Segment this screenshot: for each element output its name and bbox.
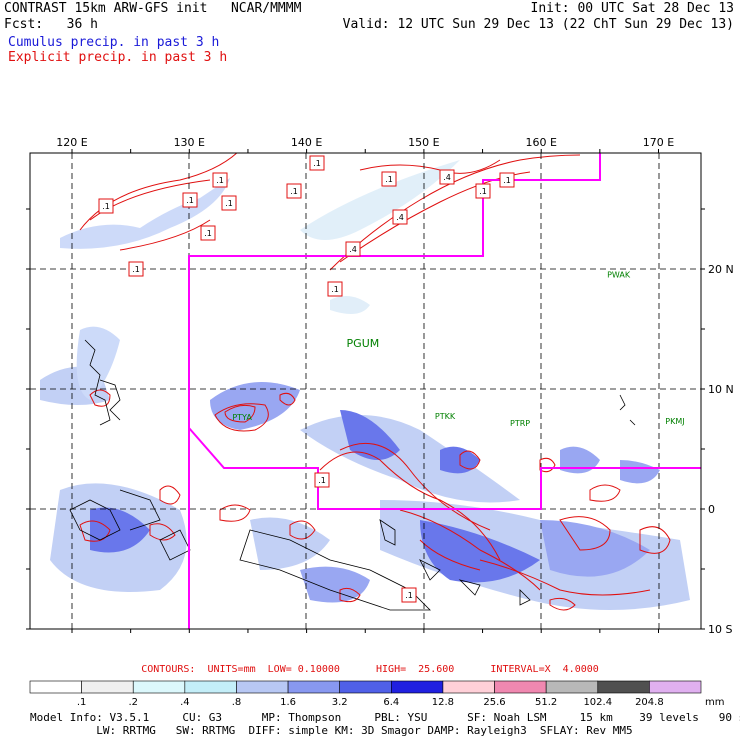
svg-text:.1: .1: [479, 187, 487, 196]
precip-colorbar: .1 .2 .4 .8 1.6 3.2 6.4 12.8 25.6 51.2 102.4 204.8 m…: [29, 680, 724, 708]
colorbar-tick-label: .2: [128, 697, 138, 708]
contours-info: CONTOURS: UNITS=mm LOW= 0.10000 HIGH= 25…: [141, 664, 599, 675]
model-info-line1: Model Info: V3.5.1 CU: G3 MP: Thompson P…: [30, 711, 740, 724]
station-pwak: PWAK: [607, 270, 631, 279]
lon-label: 170 E: [643, 136, 674, 149]
contour-label: .4: [439, 169, 455, 185]
contour-value-labels: .1 .1 .1 .1 .1 .1 .1 .1 .1 .1 .4 .4 .4 .1 .1 .1 .1: [98, 155, 515, 603]
colorbar-tick-label: .1: [77, 697, 87, 708]
station-labels: PWAK PGUM PTYA PTKK PTRP PKMJ: [232, 270, 684, 428]
contour-label: .1: [200, 225, 216, 241]
colorbar-tick-label: 12.8: [432, 697, 454, 708]
init-time: Init: 00 UTC Sat 28 Dec 13: [530, 1, 735, 16]
flight-region-boundary: [188, 153, 701, 629]
svg-text:.1: .1: [102, 202, 110, 211]
svg-text:.4: .4: [349, 245, 357, 254]
legend-explicit: Explicit precip. in past 3 h: [8, 50, 228, 65]
svg-text:.1: .1: [331, 285, 339, 294]
contour-label: .1: [309, 155, 325, 171]
longitude-labels: 120 E 130 E 140 E 150 E 160 E 170 E: [56, 136, 674, 149]
colorbar-swatch: [132, 680, 186, 694]
contour-label: .1: [221, 195, 237, 211]
contour-label: .1: [314, 472, 330, 488]
svg-text:.1: .1: [405, 591, 413, 600]
colorbar-swatch: [494, 680, 547, 694]
forecast-hour: Fcst: 36 h: [4, 17, 98, 32]
colorbar-tick-label: .8: [232, 697, 242, 708]
colorbar-swatch: [442, 680, 495, 694]
colorbar-tick-label: .4: [180, 697, 190, 708]
colorbar-swatch: [545, 680, 599, 694]
lon-label: 150 E: [408, 136, 439, 149]
contour-label: .1: [182, 192, 198, 208]
svg-text:.1: .1: [503, 176, 511, 185]
lon-label: 130 E: [174, 136, 205, 149]
colorbar-swatch: [391, 680, 444, 694]
svg-text:.1: .1: [204, 229, 212, 238]
station-pkmj: PKMJ: [665, 417, 684, 426]
svg-text:.1: .1: [385, 175, 393, 184]
lat-label: 0: [708, 503, 715, 516]
colorbar-tick-label: 204.8: [635, 697, 664, 708]
coastlines: [69, 339, 636, 611]
colorbar-tick-label: 51.2: [535, 697, 557, 708]
legend-cumulus: Cumulus precip. in past 3 h: [8, 35, 220, 50]
svg-text:.1: .1: [313, 159, 321, 168]
colorbar-swatch: [649, 680, 702, 694]
svg-text:.4: .4: [443, 173, 451, 182]
contour-label: .1: [499, 172, 515, 188]
lon-label: 120 E: [56, 136, 87, 149]
colorbar-swatch: [339, 680, 392, 694]
colorbar-tick-label: 25.6: [483, 697, 505, 708]
colorbar-tick-label: 6.4: [383, 697, 399, 708]
colorbar-unit: mm: [705, 697, 724, 708]
contour-label: .1: [381, 171, 397, 187]
contour-label: .1: [475, 183, 491, 199]
lat-label: 10 S: [708, 623, 732, 636]
lat-label: 20 N: [708, 263, 734, 276]
cumulus-precip-shading: [40, 160, 690, 610]
model-info-line2: LW: RRTMG SW: RRTMG DIFF: simple KM: 3D …: [30, 724, 633, 737]
contour-label: .1: [286, 183, 302, 199]
contour-label: .4: [392, 209, 408, 225]
colorbar-swatch: [81, 680, 134, 694]
contour-label: .1: [98, 198, 114, 214]
contour-label: .4: [345, 241, 361, 257]
colorbar-swatch: [287, 680, 340, 694]
svg-text:.1: .1: [186, 196, 194, 205]
colorbar-tick-label: 3.2: [332, 697, 348, 708]
colorbar-swatch: [597, 680, 650, 694]
plot-title: CONTRAST 15km ARW-GFS init NCAR/MMMM: [4, 1, 302, 16]
contour-label: .1: [212, 172, 228, 188]
station-ptkk: PTKK: [435, 412, 456, 421]
colorbar-tick-label: 102.4: [583, 697, 612, 708]
lon-label: 140 E: [291, 136, 322, 149]
lon-label: 160 E: [525, 136, 556, 149]
svg-text:.1: .1: [318, 476, 326, 485]
svg-text:.1: .1: [216, 176, 224, 185]
colorbar-tick-label: 1.6: [280, 697, 296, 708]
svg-text:.1: .1: [225, 199, 233, 208]
station-ptrp: PTRP: [510, 419, 530, 428]
colorbar-swatch: [29, 680, 82, 694]
colorbar-swatch: [236, 680, 289, 694]
contour-label: .1: [401, 587, 417, 603]
latitude-labels: 20 N 10 N 0 10 S: [708, 263, 734, 636]
colorbar-swatch: [184, 680, 237, 694]
lat-label: 10 N: [708, 383, 734, 396]
station-pgum: PGUM: [347, 337, 380, 350]
station-ptya: PTYA: [232, 413, 252, 422]
svg-text:.4: .4: [396, 213, 404, 222]
valid-time: Valid: 12 UTC Sun 29 Dec 13 (22 ChT Sun …: [342, 17, 734, 32]
svg-text:.1: .1: [290, 187, 298, 196]
svg-text:.1: .1: [132, 265, 140, 274]
contour-label: .1: [128, 261, 144, 277]
axis-ticks: [26, 149, 705, 633]
contour-label: .1: [327, 281, 343, 297]
